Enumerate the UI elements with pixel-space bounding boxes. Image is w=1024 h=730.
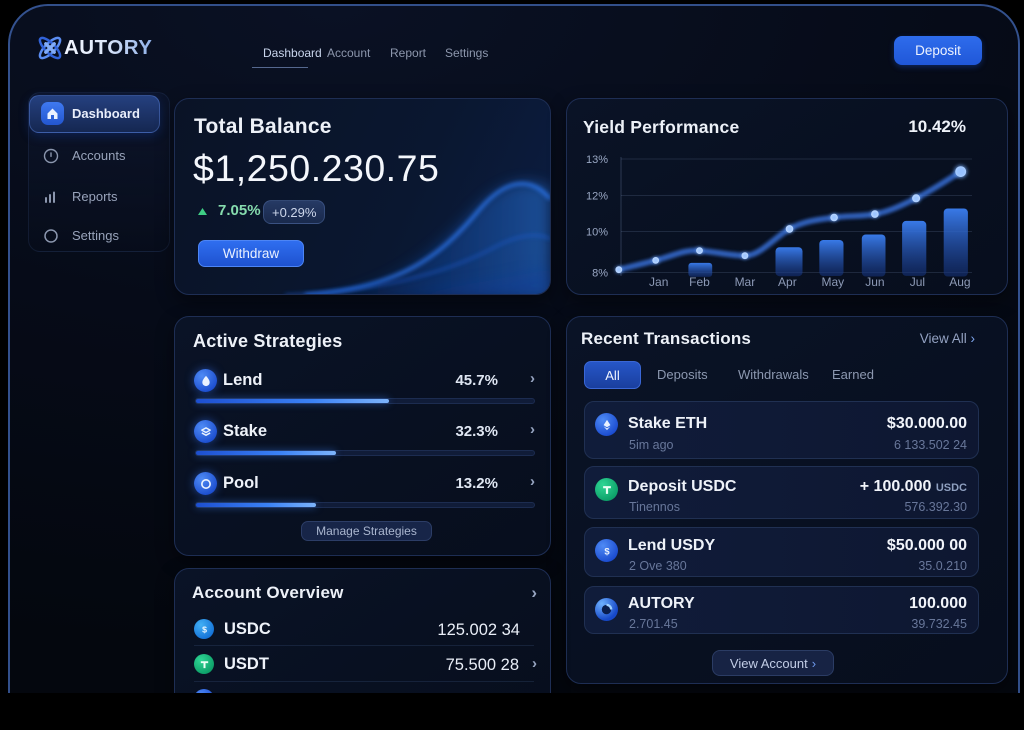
svg-text:Apr: Apr	[778, 275, 797, 289]
svg-text:8%: 8%	[592, 268, 608, 280]
svg-text:$: $	[604, 545, 610, 556]
svg-text:Jun: Jun	[865, 275, 884, 289]
svg-text:13%: 13%	[586, 154, 608, 166]
svg-text:$: $	[202, 624, 207, 634]
svg-text:10%: 10%	[586, 227, 608, 239]
svg-text:Jul: Jul	[910, 275, 925, 289]
svg-text:Jan: Jan	[649, 275, 668, 289]
svg-text:12%: 12%	[586, 191, 608, 203]
svg-text:Feb: Feb	[689, 275, 710, 289]
svg-text:May: May	[821, 275, 844, 289]
svg-text:Aug: Aug	[949, 275, 970, 289]
svg-text:Mar: Mar	[735, 275, 756, 289]
